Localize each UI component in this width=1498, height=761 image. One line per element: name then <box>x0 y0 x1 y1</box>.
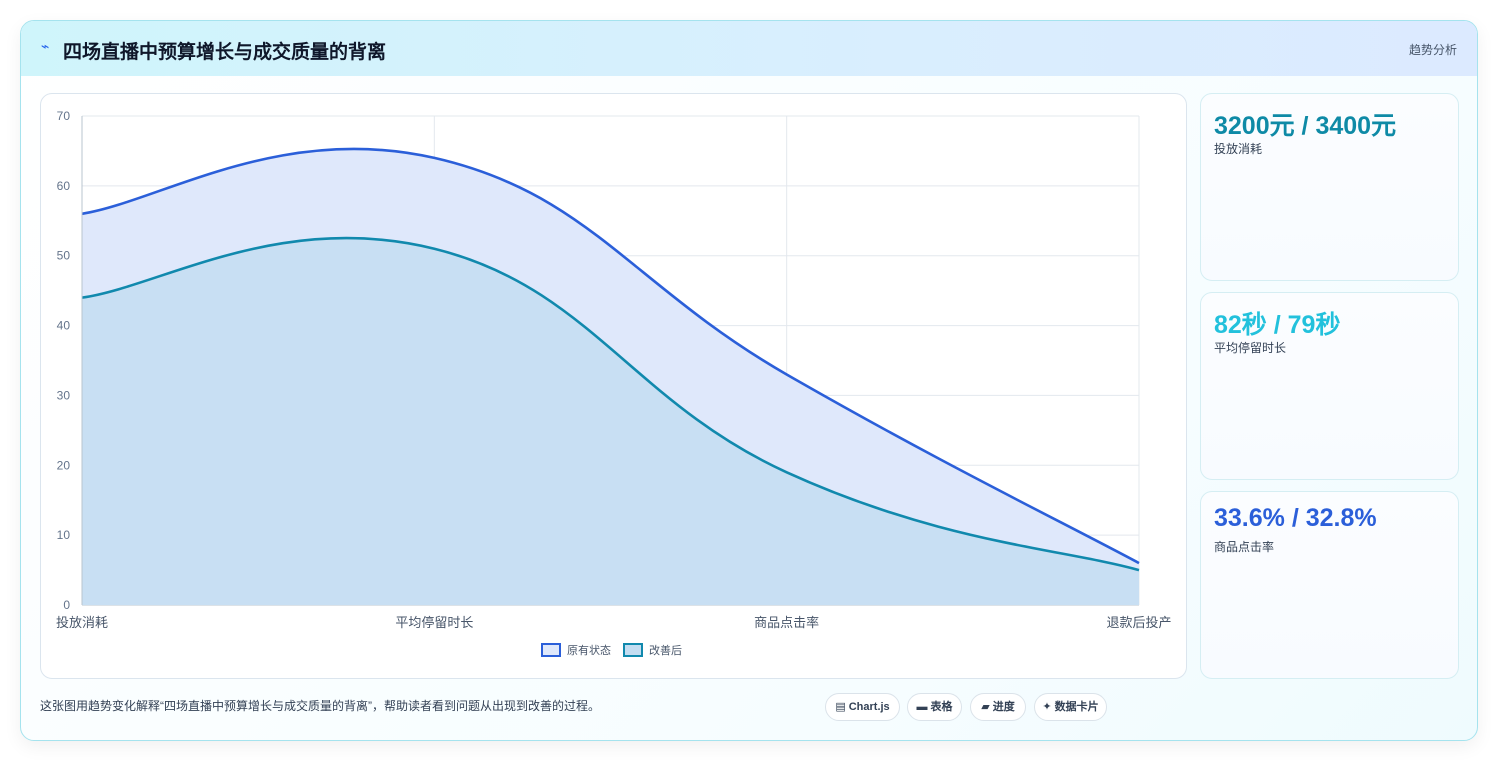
page-title: 四场直播中预算增长与成交质量的背离 <box>63 42 387 63</box>
chip-data-card[interactable]: ✦ 数据卡片 <box>1034 693 1107 721</box>
legend-swatch <box>541 643 561 657</box>
card-header: ⌁ 四场直播中预算增长与成交质量的背离 趋势分析 <box>21 21 1477 76</box>
x-tick-label: 平均停留时长 <box>395 615 473 630</box>
y-tick-label: 0 <box>63 598 70 612</box>
y-tick-label: 10 <box>57 528 71 542</box>
footer-description: 这张图用趋势变化解释“四场直播中预算增长与成交质量的背离”，帮助读者看到问题从出… <box>40 699 600 713</box>
chip-label: 数据卡片 <box>1054 701 1099 713</box>
x-tick-label: 投放消耗 <box>56 615 108 630</box>
chart-icon: ▤ <box>835 701 846 713</box>
chip-label: 表格 <box>930 701 953 713</box>
trend-icon: ⌁ <box>41 38 50 54</box>
series-line-2 <box>81 236 1140 572</box>
y-tick-label: 40 <box>57 319 71 333</box>
series-area-2 <box>82 238 1139 605</box>
kpi-value: 82秒 / 79秒 <box>1214 311 1341 339</box>
kpi-value: 3200元 / 3400元 <box>1214 112 1397 140</box>
chip-label: Chart.js <box>848 701 890 713</box>
x-tick-label: 商品点击率 <box>754 615 819 630</box>
chip-progress[interactable]: ▰ 进度 <box>970 693 1026 721</box>
y-tick-label: 30 <box>57 388 71 402</box>
report-card: ⌁ 四场直播中预算增长与成交质量的背离 趋势分析 0 10 20 30 40 50 60 70… <box>20 20 1478 741</box>
kpi-card-spend: 3200元 / 3400元 投放消耗 <box>1200 93 1459 281</box>
y-tick-label: 60 <box>57 179 71 193</box>
y-tick-label: 50 <box>57 249 71 263</box>
chip-label: 进度 <box>992 701 1015 713</box>
category-badge: 趋势分析 <box>1408 43 1457 57</box>
x-tick-label: 退款后投产 <box>1106 615 1171 630</box>
table-icon: ▬ <box>916 701 928 713</box>
chip-chartjs[interactable]: ▤ Chart.js <box>825 693 900 721</box>
legend-label: 改善后 <box>649 643 682 657</box>
card-icon: ✦ <box>1042 701 1052 713</box>
y-tick-label: 70 <box>57 109 71 123</box>
chip-table[interactable]: ▬ 表格 <box>907 693 962 721</box>
progress-icon: ▰ <box>981 701 990 713</box>
legend-label: 原有状态 <box>567 643 611 657</box>
kpi-label: 平均停留时长 <box>1214 341 1287 355</box>
series-line-1 <box>81 147 1140 565</box>
kpi-label: 投放消耗 <box>1214 142 1263 156</box>
kpi-card-dwell: 82秒 / 79秒 平均停留时长 <box>1200 292 1459 480</box>
y-tick-label: 20 <box>57 458 71 472</box>
kpi-label: 商品点击率 <box>1214 540 1275 554</box>
chart-panel: 0 10 20 30 40 50 60 70 投放消耗 平均停留时长 商品点击率 退款后投产原有状态 改… <box>40 93 1187 679</box>
kpi-card-ctr: 33.6% / 32.8% 商品点击率 <box>1200 491 1459 679</box>
kpi-value: 33.6% / 32.8% <box>1214 504 1377 532</box>
legend-swatch <box>623 643 643 657</box>
